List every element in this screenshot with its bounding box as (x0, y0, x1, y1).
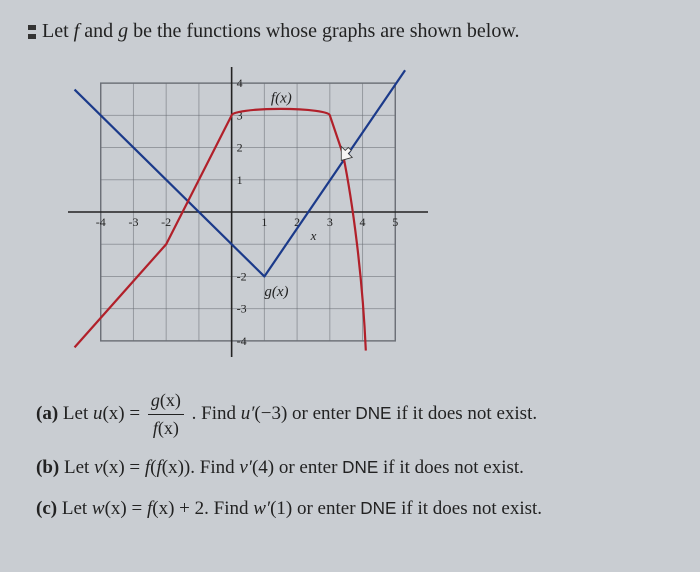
problem-prompt: Let f and g be the functions whose graph… (28, 20, 672, 43)
svg-text:-3: -3 (128, 215, 138, 229)
svg-text:g(x): g(x) (264, 284, 288, 300)
svg-text:-4: -4 (96, 215, 106, 229)
svg-text:4: 4 (237, 76, 243, 90)
svg-text:1: 1 (237, 173, 243, 187)
svg-text:-2: -2 (161, 215, 171, 229)
function-graph: -4-3-2123454321-2-3-4xg(x)f(x) (68, 67, 428, 357)
svg-text:5: 5 (392, 215, 398, 229)
fraction: g(x) f(x) (148, 387, 184, 442)
question-a: (a) Let u(x) = g(x) f(x) . Find u′(−3) o… (36, 387, 672, 442)
svg-text:-4: -4 (237, 334, 247, 348)
svg-text:4: 4 (360, 215, 366, 229)
svg-text:3: 3 (327, 215, 333, 229)
question-list: (a) Let u(x) = g(x) f(x) . Find u′(−3) o… (28, 387, 672, 523)
svg-text:-2: -2 (237, 269, 247, 283)
svg-text:-3: -3 (237, 302, 247, 316)
svg-text:1: 1 (261, 215, 267, 229)
question-b: (b) Let v(x) = f(f(x)). Find v′(4) or en… (36, 454, 672, 483)
svg-text:x: x (310, 228, 317, 243)
prompt-text: Let f and g be the functions whose graph… (42, 20, 520, 43)
bullet-icon (28, 25, 36, 39)
question-c: (c) Let w(x) = f(x) + 2. Find w′(1) or e… (36, 495, 672, 524)
svg-text:f(x): f(x) (271, 90, 292, 106)
svg-text:2: 2 (237, 141, 243, 155)
